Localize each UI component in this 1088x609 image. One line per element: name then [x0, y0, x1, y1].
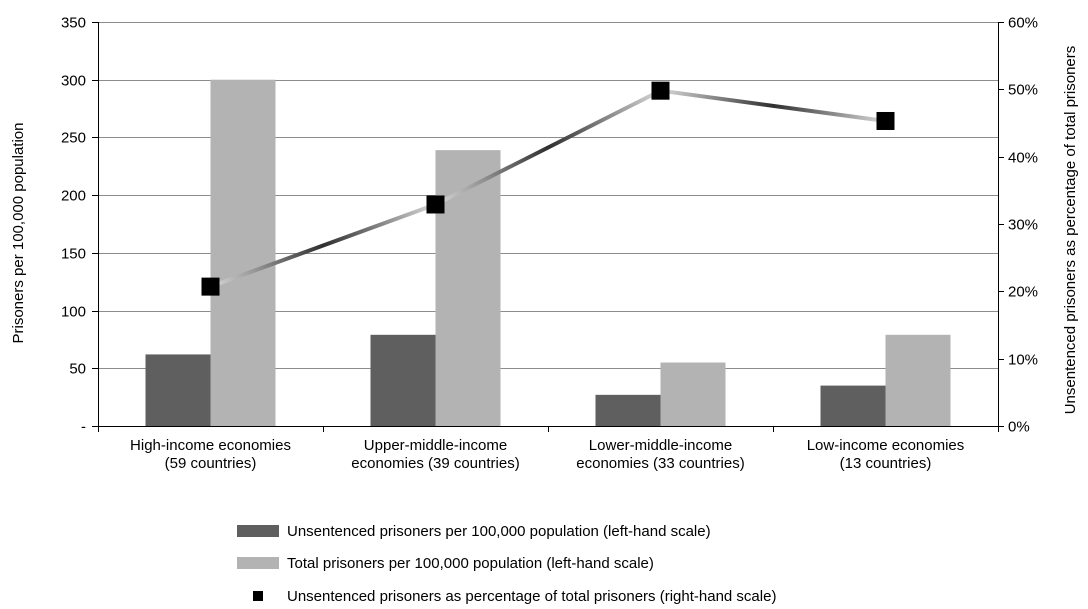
bar-total [435, 150, 501, 426]
bar-total [885, 334, 951, 426]
category-label: Lower-middle-income economies (33 countri… [576, 437, 744, 472]
legend: Unsentenced prisoners per 100,000 popula… [237, 523, 776, 605]
category-labels: High-income economies (59 countries) Upper… [130, 437, 964, 472]
line-marker [426, 195, 445, 214]
left-axis-title: Prisoners per 100,000 population [10, 123, 27, 344]
legend-item-total: Total prisoners per 100,000 population (… [237, 555, 654, 572]
line-segment [658, 88, 888, 123]
line-marker [651, 81, 670, 100]
category-label: Low-income economies (13 countries) [807, 437, 965, 472]
right-axis-title: Unsentenced prisoners as percentage of t… [1062, 46, 1079, 415]
legend-swatch-unsentenced [237, 525, 279, 537]
line-segment [433, 88, 663, 207]
legend-item-unsentenced: Unsentenced prisoners per 100,000 popula… [237, 523, 711, 540]
legend-label-percentage: Unsentenced prisoners as percentage of t… [287, 588, 776, 605]
left-tick-label: 350 [61, 15, 86, 32]
right-tick-label: 30% [1008, 217, 1038, 234]
bar-unsentenced [820, 385, 886, 426]
left-tick-label: 200 [61, 188, 86, 205]
right-tick-label: 20% [1008, 284, 1038, 301]
legend-label-total: Total prisoners per 100,000 population (… [287, 555, 654, 572]
right-axis-ticks: 0% 10% 20% 30% 40% 50% 60% [998, 15, 1038, 436]
line-marker [876, 111, 895, 130]
right-tick-label: 40% [1008, 150, 1038, 167]
left-axis-ticks: - 50 100 150 200 250 300 350 [61, 15, 98, 436]
legend-item-percentage: Unsentenced prisoners as percentage of t… [237, 588, 776, 605]
legend-swatch-total [237, 557, 279, 569]
left-tick-label: 50 [69, 361, 86, 378]
left-tick-label: - [81, 419, 86, 436]
category-label: High-income economies (59 countries) [130, 437, 291, 472]
bar-unsentenced [370, 334, 436, 426]
line-series [201, 81, 895, 296]
right-tick-label: 10% [1008, 352, 1038, 369]
bar-total [660, 362, 726, 426]
legend-label-unsentenced: Unsentenced prisoners per 100,000 popula… [287, 523, 711, 540]
right-tick-label: 50% [1008, 82, 1038, 99]
bars [145, 79, 951, 426]
left-tick-label: 300 [61, 73, 86, 90]
bar-total [210, 79, 276, 426]
left-tick-label: 100 [61, 304, 86, 321]
line-segment [208, 202, 438, 289]
category-label: Upper-middle-income economies (39 countri… [351, 437, 519, 472]
bar-unsentenced [595, 394, 661, 426]
legend-marker-percentage [253, 591, 263, 601]
right-tick-label: 60% [1008, 15, 1038, 32]
right-tick-label: 0% [1008, 419, 1030, 436]
line-marker [201, 277, 220, 296]
left-tick-label: 250 [61, 130, 86, 147]
left-tick-label: 150 [61, 246, 86, 263]
bar-unsentenced [145, 354, 211, 426]
